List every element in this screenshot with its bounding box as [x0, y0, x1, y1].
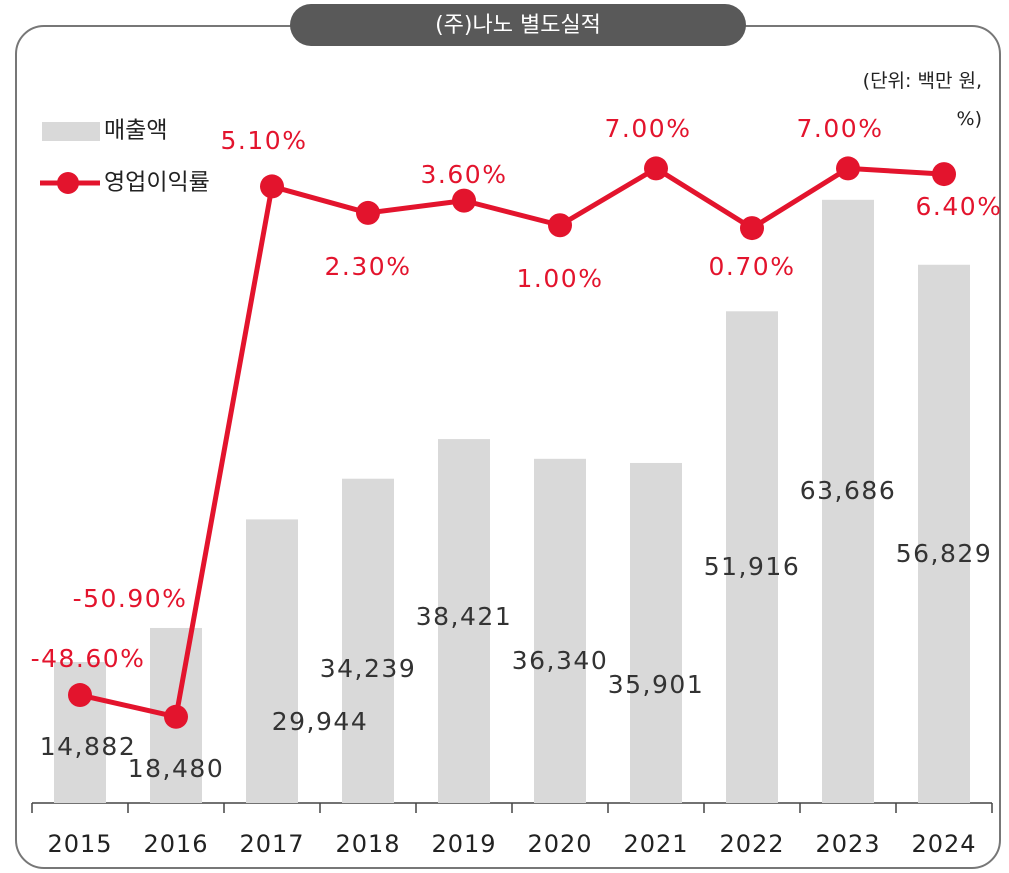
bar — [534, 458, 586, 803]
x-tick-label: 2022 — [719, 830, 784, 858]
x-tick-label: 2020 — [527, 830, 592, 858]
line-value-label: 5.10% — [221, 126, 308, 155]
x-tick-label: 2015 — [47, 830, 112, 858]
title-box — [290, 4, 746, 46]
line-point — [932, 162, 956, 187]
bar-value-label: 18,480 — [128, 754, 224, 783]
line-point — [452, 188, 476, 213]
bar-value-label: 35,901 — [608, 670, 704, 699]
line-value-label: 1.00% — [517, 264, 604, 293]
unit-note: (단위: 백만 원, %) — [862, 70, 982, 130]
bar — [342, 478, 394, 803]
line-value-label: 2.30% — [325, 252, 412, 281]
bar-value-label: 36,340 — [512, 646, 608, 675]
bar-value-label: 51,916 — [704, 552, 800, 581]
bar — [822, 199, 874, 803]
bar-value-label: 38,421 — [416, 602, 512, 631]
x-tick-label: 2021 — [623, 830, 688, 858]
line-point — [356, 200, 380, 225]
line — [79, 165, 945, 720]
line-value-label: -48.60% — [31, 644, 146, 673]
x-tick-label: 2016 — [143, 830, 208, 858]
legend-swatch — [42, 122, 100, 141]
bar — [726, 311, 778, 803]
bar — [438, 439, 490, 803]
line-point — [260, 174, 284, 199]
line-value-label: 0.70% — [709, 252, 796, 281]
line-point — [548, 213, 572, 238]
line-point — [836, 156, 860, 181]
line-point — [68, 683, 92, 708]
line-value-label: -50.90% — [73, 584, 188, 613]
legend-label: 매출액 — [104, 118, 167, 144]
bar — [246, 519, 298, 803]
legend-marker — [57, 172, 79, 194]
bar — [630, 462, 682, 803]
line-point — [644, 156, 668, 181]
line-value-label: 6.40% — [916, 192, 1003, 221]
bar-value-label: 14,882 — [40, 732, 136, 761]
x-tick-label: 2017 — [239, 830, 304, 858]
line-value-label: 7.00% — [797, 114, 884, 143]
legend-label: 영업이익률 — [104, 170, 210, 196]
bar — [918, 264, 970, 804]
x-tick-label: 2018 — [335, 830, 400, 858]
x-tick-label: 2019 — [431, 830, 496, 858]
line-point — [740, 216, 764, 241]
chart-title: (주)나노 별도실적 — [435, 13, 601, 38]
line-value-label: 7.00% — [605, 114, 692, 143]
bar-value-label: 63,686 — [800, 476, 896, 505]
x-tick-label: 2023 — [815, 830, 880, 858]
line-point — [164, 704, 188, 729]
bar-value-label: 56,829 — [896, 539, 992, 568]
bar-value-label: 29,944 — [272, 707, 368, 736]
x-tick-label: 2024 — [911, 830, 976, 858]
line-value-label: 3.60% — [421, 160, 508, 189]
bar-value-label: 34,239 — [320, 654, 416, 683]
